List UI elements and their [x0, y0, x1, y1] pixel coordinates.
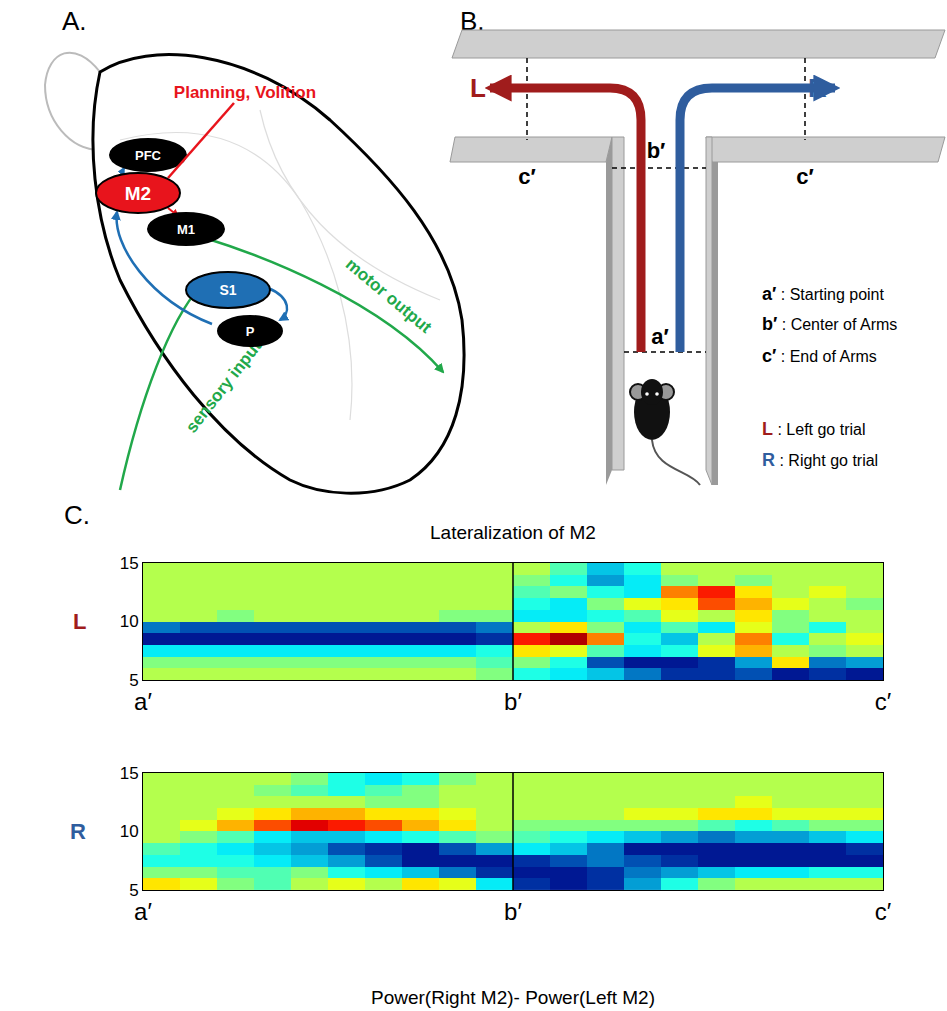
svg-text:b′: b′ — [504, 688, 522, 715]
svg-text:15: 15 — [120, 554, 139, 573]
svg-text:R : Right go trial: R : Right go trial — [762, 450, 878, 470]
svg-text:b′: b′ — [647, 138, 666, 163]
svg-text:R: R — [808, 73, 827, 103]
svg-text:Power(Right M2)- Power(Left M2: Power(Right M2)- Power(Left M2) — [371, 987, 655, 1008]
svg-text:A.: A. — [62, 6, 87, 36]
svg-text:Lateralization of M2: Lateralization of M2 — [430, 522, 596, 543]
svg-text:B.: B. — [460, 6, 485, 36]
svg-text:10: 10 — [120, 822, 139, 841]
svg-text:b′ : Center of Arms: b′ : Center of Arms — [762, 314, 897, 334]
svg-text:5: 5 — [129, 671, 138, 690]
svg-text:P: P — [246, 324, 255, 339]
svg-text:S1: S1 — [219, 282, 236, 298]
svg-text:c′: c′ — [875, 898, 892, 925]
svg-text:PFC: PFC — [135, 148, 162, 163]
svg-text:a′: a′ — [134, 898, 152, 925]
svg-text:Planning, Volition: Planning, Volition — [174, 83, 316, 102]
svg-text:a′ : Starting point: a′ : Starting point — [762, 284, 885, 304]
svg-text:15: 15 — [120, 764, 139, 783]
svg-text:L: L — [470, 73, 486, 103]
svg-text:L: L — [73, 609, 86, 634]
svg-text:sensory input: sensory input — [182, 337, 266, 437]
svg-text:a′: a′ — [651, 324, 669, 349]
svg-text:10: 10 — [120, 612, 139, 631]
svg-text:C.: C. — [64, 500, 90, 530]
svg-text:c′: c′ — [875, 688, 892, 715]
svg-text:R: R — [70, 819, 86, 844]
svg-text:a′: a′ — [134, 688, 152, 715]
svg-text:c′: c′ — [796, 164, 814, 189]
svg-text:b′: b′ — [504, 898, 522, 925]
svg-text:M2: M2 — [125, 183, 151, 204]
svg-text:5: 5 — [129, 881, 138, 900]
svg-text:c′: c′ — [518, 164, 536, 189]
svg-text:c′ : End of Arms: c′ : End of Arms — [762, 346, 877, 366]
svg-text:M1: M1 — [177, 222, 195, 237]
svg-text:motor output: motor output — [342, 255, 435, 338]
svg-text:L : Left go trial: L : Left go trial — [762, 419, 866, 439]
